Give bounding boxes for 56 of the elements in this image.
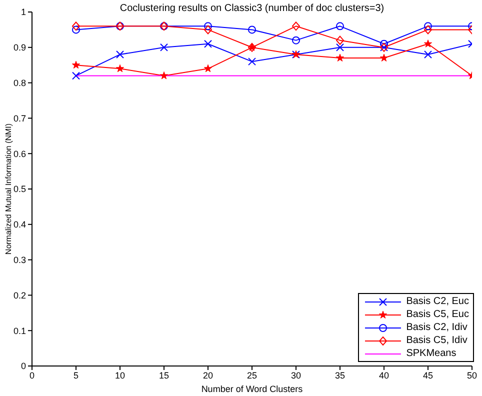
y-tick-label: 0.2 — [13, 290, 26, 300]
y-tick-label: 0.3 — [13, 254, 26, 265]
point — [424, 22, 432, 30]
point — [72, 22, 80, 31]
y-tick-label: 0.8 — [13, 78, 26, 88]
x-tick-label: 40 — [378, 370, 390, 380]
point — [204, 64, 212, 72]
point — [204, 22, 212, 30]
point — [72, 60, 80, 69]
point — [160, 71, 168, 80]
legend-label: Basis C5, Euc — [406, 309, 469, 320]
point — [424, 40, 432, 48]
y-tick-label: 0 — [20, 361, 26, 372]
point — [116, 64, 124, 72]
point — [424, 25, 432, 34]
point — [204, 25, 212, 34]
chart-title: Coclustering results on Classic3 (number of doc clusters=3) — [118, 3, 386, 14]
x-tick-label: 45 — [422, 370, 434, 380]
point — [116, 50, 124, 58]
y-tick-label: 0.7 — [13, 113, 26, 124]
x-tick-label: 20 — [202, 370, 214, 380]
point — [248, 58, 256, 66]
y-tick-label: 0.6 — [13, 148, 26, 159]
y-tick-label: 0.4 — [13, 220, 26, 230]
y-tick-label: 0.5 — [13, 184, 26, 194]
x-tick-label: 25 — [246, 370, 258, 380]
x-tick-label: 50 — [466, 370, 478, 380]
x-tick-label: 0 — [29, 370, 35, 380]
y-tick-label: 0.1 — [13, 326, 26, 336]
point — [336, 22, 344, 30]
point — [72, 72, 80, 80]
y-tick-label: 1 — [20, 7, 26, 18]
x-tick-label: 30 — [290, 370, 302, 380]
legend-label: Basis C2, Idiv — [406, 322, 468, 333]
y-axis-title: Normalized Mutual Information (NMI) — [4, 123, 13, 255]
legend-label: Basis C2, Euc — [406, 296, 469, 307]
x-tick-label: 15 — [158, 370, 170, 380]
x-tick-label: 5 — [73, 370, 79, 380]
x-tick-label: 10 — [114, 370, 126, 380]
point — [380, 54, 388, 62]
point — [160, 43, 168, 52]
point — [336, 36, 344, 45]
point — [336, 43, 344, 52]
point — [72, 26, 80, 34]
point — [424, 50, 432, 58]
legend-label: Basis C5, Idiv — [406, 335, 468, 346]
point — [248, 26, 256, 34]
legend-label: SPKMeans — [406, 348, 456, 359]
point — [380, 40, 388, 48]
y-tick-label: 0.9 — [13, 42, 26, 53]
point — [292, 36, 300, 44]
point — [204, 40, 212, 48]
x-tick-label: 35 — [334, 370, 346, 380]
x-axis-title: Number of Word Clusters — [201, 384, 304, 394]
point — [336, 54, 344, 62]
point — [292, 22, 300, 31]
